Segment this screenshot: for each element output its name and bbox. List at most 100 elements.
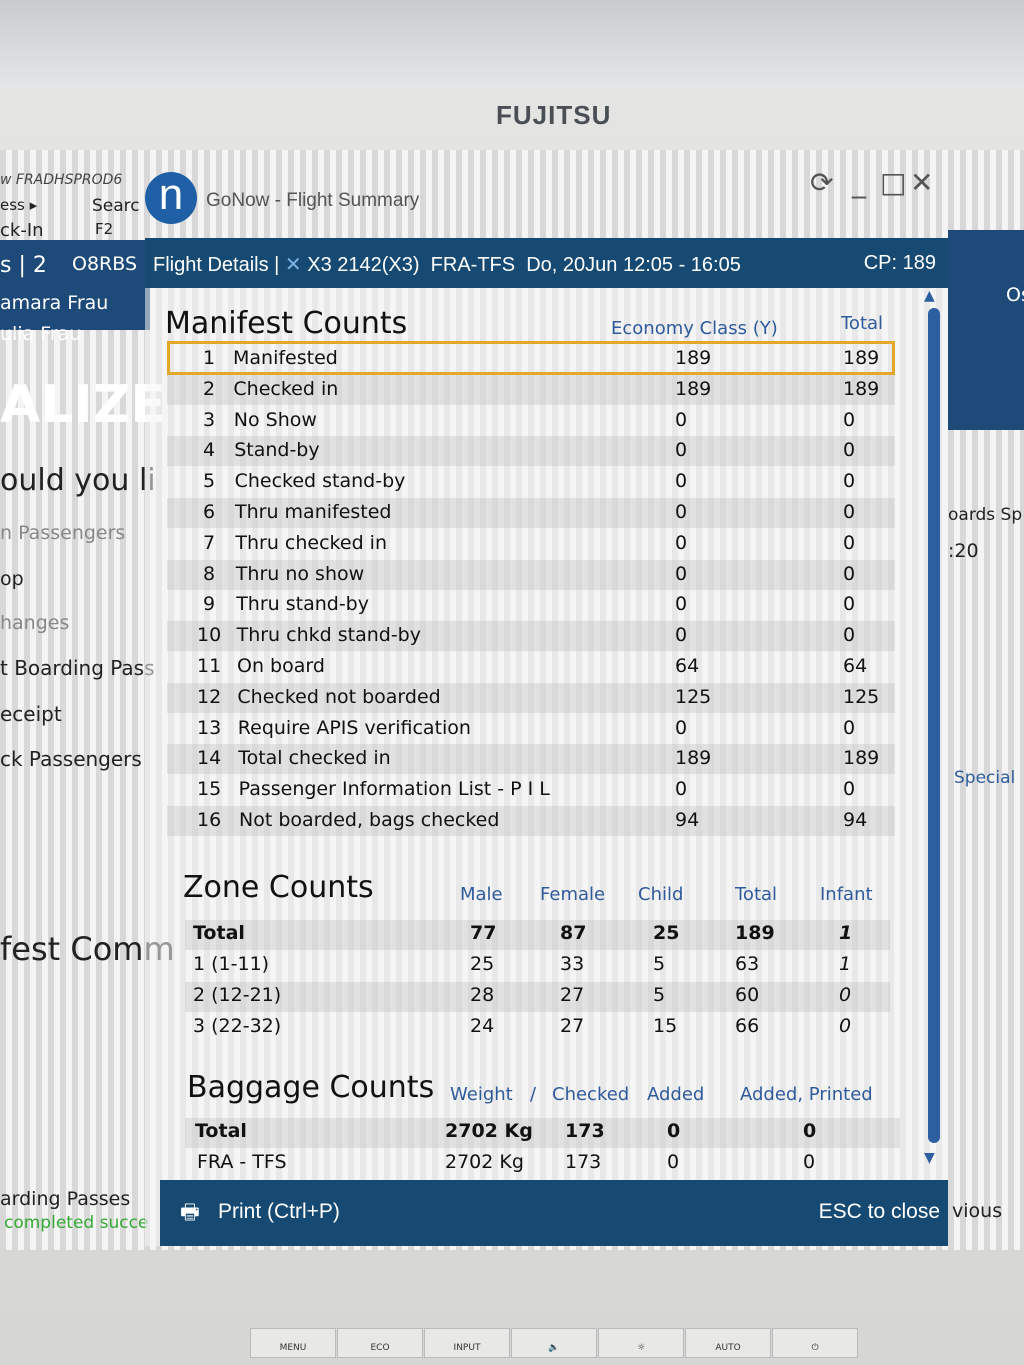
date-time: Do, 20Jun 12:05 - 16:05 [526, 254, 741, 276]
economy-value: 0 [675, 593, 688, 616]
economy-value: 0 [675, 716, 688, 739]
esc-close-hint[interactable]: ESC to close [818, 1200, 940, 1223]
zone-label: 3 (22-32) [193, 1015, 282, 1037]
print-button[interactable]: Print (Ctrl+P) [218, 1200, 340, 1223]
zone-value: 28 [470, 984, 495, 1006]
total-value: 189 [843, 347, 880, 369]
col-economy: Economy Class (Y) [611, 318, 778, 339]
refresh-icon[interactable]: ⟳ [810, 166, 834, 199]
row-number: 7 [203, 531, 216, 554]
monitor-brand: FUJITSU [496, 100, 612, 130]
economy-value: 94 [675, 809, 700, 831]
background-right-panel [948, 230, 1024, 430]
zone-value: 5 [653, 953, 666, 975]
scrollbar[interactable] [928, 308, 940, 1143]
manifest-row[interactable]: 8 Thru no show 0 0 [145, 563, 905, 591]
manifest-row[interactable]: 7 Thru checked in 0 0 [145, 532, 905, 560]
monitor-button[interactable]: ECO [337, 1328, 423, 1358]
col-total: Total [841, 313, 884, 334]
total-value: 0 [843, 778, 856, 801]
baggage-col: / [530, 1084, 537, 1105]
zone-value: 87 [560, 922, 587, 944]
printer-icon[interactable]: 🖶 [180, 1201, 200, 1224]
maximize-button[interactable]: □ [880, 166, 907, 199]
manifest-row[interactable]: 2 Checked in 189 189 [145, 378, 905, 406]
total-value: 0 [843, 531, 856, 554]
row-number: 13 [197, 716, 222, 739]
row-label: Total checked in [238, 747, 391, 770]
zone-col-total: Total [735, 884, 778, 905]
row-band [185, 982, 890, 1012]
row-number: 6 [203, 501, 216, 523]
manifest-row[interactable]: 4 Stand-by 0 0 [145, 439, 905, 467]
row-number: 16 [197, 809, 222, 831]
manifest-row[interactable]: 15 Passenger Information List - P I L 0 0 [145, 778, 905, 806]
manifest-row[interactable]: 10 Thru chkd stand-by 0 0 [145, 624, 905, 652]
manifest-row[interactable]: 14 Total checked in 189 189 [145, 747, 905, 775]
economy-value: 189 [675, 747, 712, 770]
background-text: O8RBS [72, 253, 138, 275]
zone-value: 25 [653, 922, 680, 944]
background-text: Os [1006, 284, 1024, 306]
zone-col-male: Male [460, 884, 503, 905]
zone-label: 1 (1-11) [193, 953, 270, 975]
dialog-footer: 🖶 Print (Ctrl+P) ESC to close [160, 1180, 948, 1246]
ceiling-background [0, 0, 1024, 95]
zone-label: Total [193, 922, 245, 944]
total-value: 189 [843, 377, 880, 400]
baggage-col: Weight [450, 1084, 513, 1105]
row-label: Passenger Information List - P I L [238, 778, 550, 801]
manifest-row[interactable]: 5 Checked stand-by 0 0 [145, 470, 905, 498]
total-value: 64 [843, 655, 868, 677]
economy-value: 189 [675, 347, 712, 369]
manifest-row[interactable]: 1 Manifested 189 189 [145, 347, 905, 375]
manifest-row[interactable]: 9 Thru stand-by 0 0 [145, 593, 905, 621]
background-text: amara Frau [0, 292, 109, 314]
baggage-value: 0 [803, 1151, 816, 1173]
minimize-button[interactable]: _ [852, 166, 866, 199]
background-text: hanges [0, 612, 70, 634]
monitor-button[interactable]: ☼ [598, 1328, 684, 1358]
zone-value: 0 [839, 1015, 852, 1037]
row-label: Checked not boarded [237, 685, 441, 708]
scroll-up-icon[interactable]: ▲ [924, 288, 935, 304]
row-number: 15 [197, 778, 222, 801]
background-text: eceipt [0, 702, 62, 726]
monitor-button[interactable]: AUTO [685, 1328, 771, 1358]
row-number: 5 [203, 470, 216, 493]
manifest-row[interactable]: 3 No Show 0 0 [145, 409, 905, 437]
manifest-row[interactable]: 16 Not boarded, bags checked 94 94 [145, 809, 905, 837]
background-text: :20 [948, 540, 979, 562]
monitor-button[interactable]: INPUT [424, 1328, 510, 1358]
manifest-row[interactable]: 11 On board 64 64 [145, 655, 905, 683]
manifest-row[interactable]: 13 Require APIS verification 0 0 [145, 717, 905, 745]
baggage-value: 2702 Kg [445, 1120, 533, 1142]
economy-value: 189 [675, 377, 712, 400]
total-value: 0 [843, 716, 856, 739]
manifest-row[interactable]: 6 Thru manifested 0 0 [145, 501, 905, 529]
row-label: Thru stand-by [236, 593, 369, 616]
monitor-button[interactable]: ⏻ [772, 1328, 858, 1358]
row-label: Checked stand-by [234, 470, 406, 493]
scroll-down-icon[interactable]: ▼ [924, 1150, 935, 1166]
zone-value: 189 [735, 922, 775, 944]
background-text: ould you li [0, 463, 156, 498]
zone-col-child: Child [638, 884, 684, 905]
economy-value: 0 [675, 562, 688, 585]
zone-value: 63 [735, 953, 760, 975]
row-label: Checked in [233, 377, 339, 400]
zone-value: 25 [470, 953, 495, 975]
monitor-button[interactable]: 🔈 [511, 1328, 597, 1358]
selected-row-highlight [167, 341, 895, 375]
close-button[interactable]: ✕ [910, 166, 934, 199]
row-band [167, 436, 895, 467]
row-label: Thru no show [235, 562, 365, 585]
zone-value: 5 [653, 984, 666, 1006]
zone-col-infant: Infant [820, 884, 873, 905]
total-value: 0 [843, 624, 856, 647]
monitor-button[interactable]: MENU [250, 1328, 336, 1358]
background-text: op [0, 568, 24, 590]
baggage-col: Checked [552, 1084, 630, 1105]
manifest-row[interactable]: 12 Checked not boarded 125 125 [145, 686, 905, 714]
flight-number: X3 2142(X3) [307, 254, 420, 276]
